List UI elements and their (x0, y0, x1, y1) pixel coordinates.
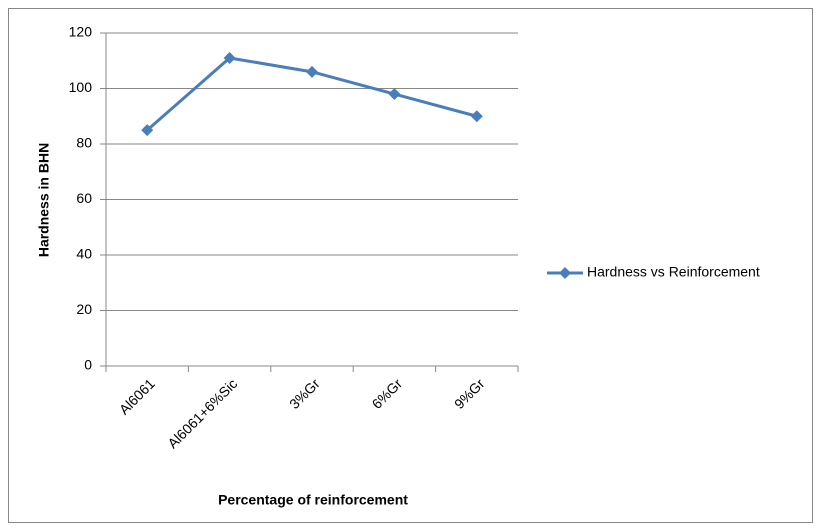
y-tick-label: 120 (69, 24, 93, 40)
data-point (141, 124, 154, 137)
y-tick-label: 100 (69, 79, 93, 95)
y-tick-label: 40 (76, 246, 92, 262)
data-point (470, 110, 483, 123)
y-tick-label: 0 (84, 357, 92, 373)
y-axis-title: Hardness in BHN (36, 143, 52, 257)
data-point (388, 88, 401, 101)
chart-border (8, 8, 813, 523)
data-point (306, 65, 318, 78)
legend-label: Hardness vs Reinforcement (587, 264, 760, 280)
legend-marker (559, 267, 571, 279)
y-tick-label: 20 (76, 301, 92, 317)
y-tick-label: 80 (76, 135, 92, 151)
x-axis-title: Percentage of reinforcement (218, 492, 408, 508)
y-tick-label: 60 (76, 190, 92, 206)
data-point (223, 51, 236, 64)
